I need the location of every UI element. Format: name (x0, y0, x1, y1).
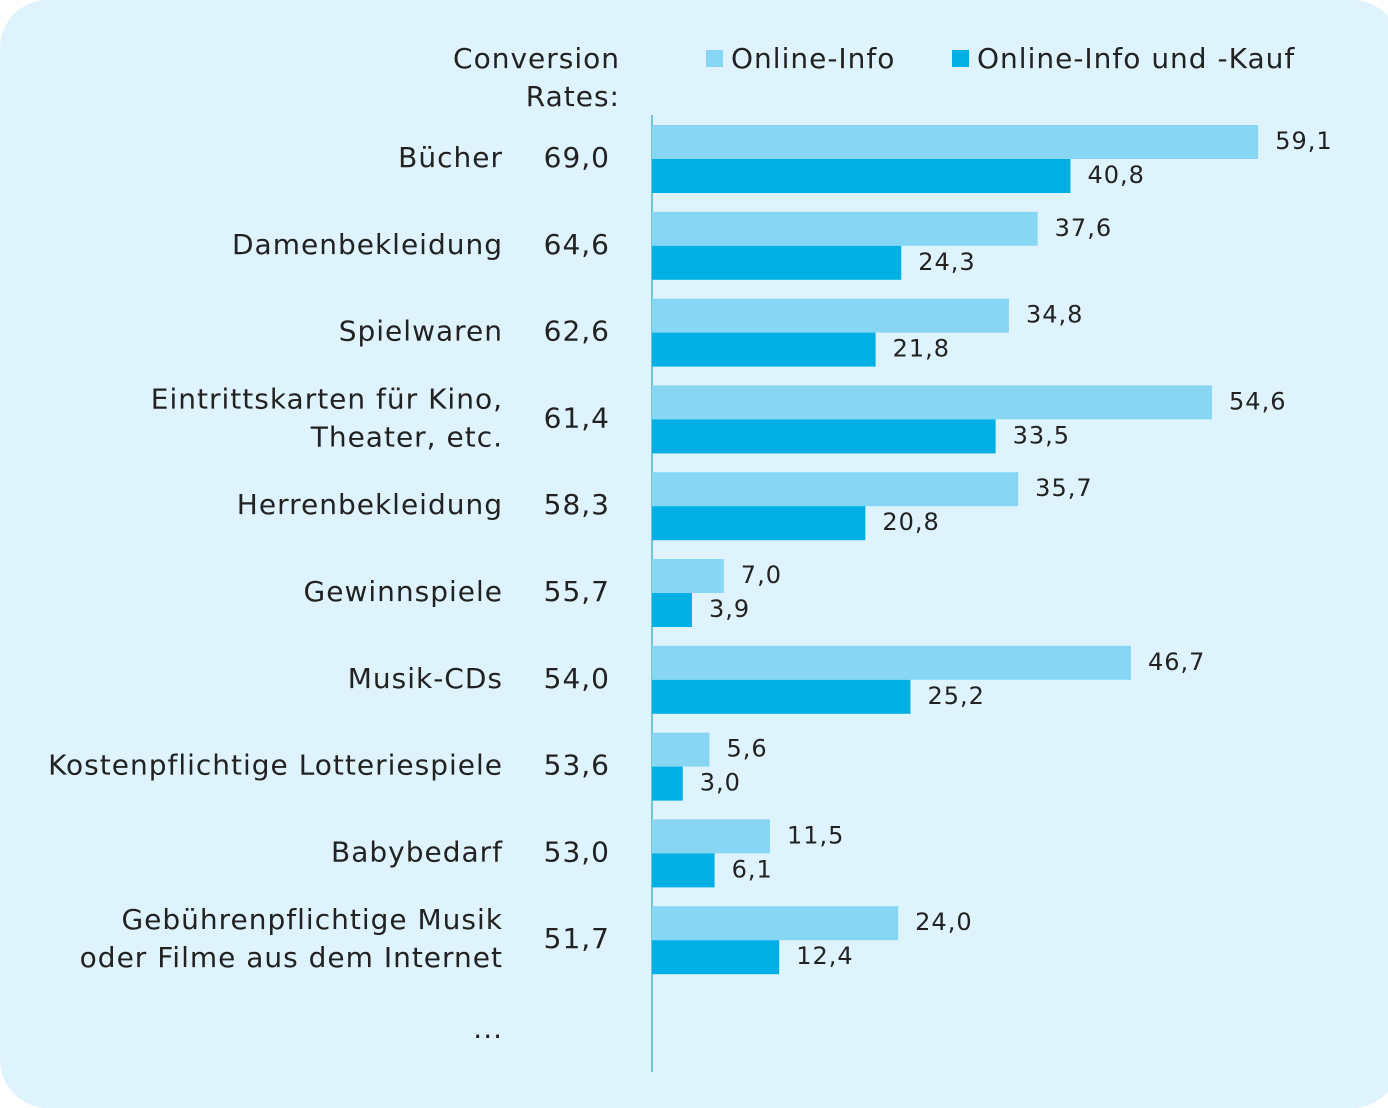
conversion-rate: 69,0 (544, 141, 610, 174)
bar (652, 853, 715, 888)
conversion-rate: 53,6 (544, 749, 610, 782)
value-label: 5,6 (726, 735, 767, 763)
conversion-rate: 51,7 (544, 922, 610, 955)
bar (652, 245, 902, 280)
conversion-rate: 55,7 (544, 575, 610, 608)
value-label: 24,0 (915, 908, 972, 936)
category-label: Spielwaren (339, 315, 503, 348)
conversion-rate: 64,6 (544, 228, 610, 261)
value-label: 37,6 (1055, 214, 1112, 242)
value-label: 40,8 (1087, 161, 1144, 189)
category-label: Gebührenpflichtige Musik (121, 903, 503, 936)
legend-label: Online-Info (731, 42, 895, 75)
conversion-rate: 62,6 (544, 315, 610, 348)
category-label: oder Filme aus dem Internet (80, 941, 503, 974)
bar (652, 125, 1259, 159)
bar (652, 593, 693, 627)
value-label: 3,0 (700, 769, 741, 797)
value-label: 25,2 (927, 682, 984, 710)
bar (652, 645, 1132, 680)
value-label: 46,7 (1148, 648, 1205, 676)
value-label: 7,0 (741, 561, 782, 589)
value-label: 33,5 (1013, 421, 1070, 449)
bar (652, 679, 911, 714)
category-label: Damenbekleidung (232, 228, 503, 261)
value-label: 54,6 (1229, 387, 1286, 415)
bar (652, 211, 1038, 246)
value-label: 34,8 (1026, 301, 1083, 329)
value-label: 3,9 (709, 595, 750, 623)
value-label: 21,8 (893, 335, 950, 363)
more-label: ... (473, 1012, 503, 1045)
bar (652, 766, 683, 801)
bar (652, 298, 1009, 333)
bar (652, 506, 866, 541)
column-title: Conversion (453, 42, 620, 75)
conversion-rate: 61,4 (544, 401, 610, 434)
conversion-rate: 53,0 (544, 835, 610, 868)
category-label: Bücher (398, 141, 503, 174)
conversion-rate: 58,3 (544, 488, 610, 521)
value-label: 11,5 (787, 821, 844, 849)
bar (652, 940, 780, 975)
legend-swatch (706, 50, 723, 67)
conversion-rate: 54,0 (544, 662, 610, 695)
legend-label: Online-Info und -Kauf (977, 42, 1295, 75)
value-label: 12,4 (796, 942, 853, 970)
bar (652, 472, 1019, 507)
category-label: Gewinnspiele (304, 575, 503, 608)
category-label: Herrenbekleidung (237, 488, 503, 521)
value-label: 35,7 (1035, 474, 1092, 502)
bar (652, 819, 770, 854)
bar (652, 159, 1071, 193)
category-label: Babybedarf (331, 835, 503, 868)
value-label: 6,1 (732, 855, 773, 883)
value-label: 24,3 (918, 248, 975, 276)
category-label: Theater, etc. (310, 420, 503, 453)
column-title: Rates: (526, 80, 620, 113)
legend-swatch (952, 50, 969, 67)
bar (652, 385, 1213, 420)
category-label: Musik-CDs (348, 662, 503, 695)
bar (652, 332, 876, 367)
value-label: 59,1 (1275, 127, 1332, 155)
value-label: 20,8 (882, 508, 939, 536)
bar (652, 419, 996, 454)
bar (652, 906, 899, 941)
bar (652, 559, 724, 593)
category-label: Eintrittskarten für Kino, (151, 382, 503, 415)
bar (652, 732, 710, 767)
category-label: Kostenpflichtige Lotteriespiele (48, 749, 503, 782)
